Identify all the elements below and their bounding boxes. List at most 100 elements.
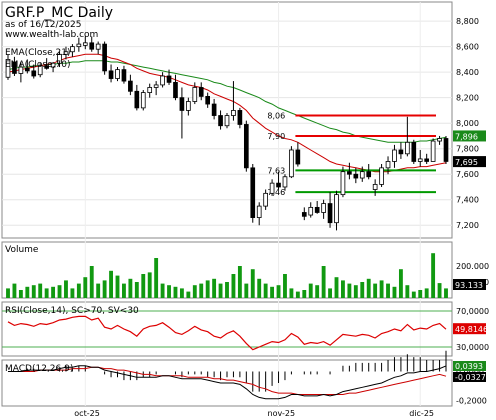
candle-body xyxy=(82,42,88,46)
volume-badge-label: 93.133 xyxy=(455,281,483,290)
price-tick-label: 8,600 xyxy=(456,43,479,52)
candle-body xyxy=(160,75,165,86)
candle-body xyxy=(430,140,436,162)
price-tick-label: 8,400 xyxy=(456,68,479,77)
candle-body xyxy=(250,167,256,218)
candle-body xyxy=(95,43,101,50)
candle-body xyxy=(50,62,56,68)
candle-body xyxy=(295,149,301,165)
volume-bar xyxy=(424,288,429,298)
macd-badge-down xyxy=(453,372,486,382)
candle-body xyxy=(192,87,198,102)
volume-bar xyxy=(192,285,197,298)
candle-body xyxy=(398,149,404,155)
candlestick-series xyxy=(5,36,449,231)
volume-bar xyxy=(373,283,378,298)
volume-bar xyxy=(353,285,358,298)
volume-bar xyxy=(308,283,313,298)
volume-bar xyxy=(366,278,371,298)
volume-bar xyxy=(263,283,268,298)
ema70-line xyxy=(7,60,447,143)
candle-body xyxy=(173,81,178,99)
rsi-badge-label: 49,8146 xyxy=(455,325,488,334)
candle-body xyxy=(44,65,49,69)
volume-bar xyxy=(270,286,275,298)
candle-body xyxy=(224,115,230,127)
volume-bar xyxy=(89,266,94,298)
volume-tick-label: 200.000 xyxy=(456,262,489,271)
volume-bar xyxy=(289,288,294,298)
volume-bar xyxy=(83,277,88,298)
volume-bar xyxy=(237,266,242,298)
candle-body xyxy=(308,206,314,216)
volume-bar xyxy=(386,283,390,298)
candle-body xyxy=(140,92,146,109)
candle-body xyxy=(76,43,82,48)
volume-bar xyxy=(31,285,36,298)
volume-bar xyxy=(160,283,165,298)
candle-body xyxy=(437,138,442,142)
candle-body xyxy=(57,53,62,64)
candle-body xyxy=(411,141,417,162)
volume-bar xyxy=(218,283,223,298)
candle-body xyxy=(37,65,43,76)
candle-body xyxy=(89,42,95,50)
volume-bar xyxy=(141,274,146,298)
price-tick-label: 8,000 xyxy=(456,119,479,128)
volume-bar xyxy=(205,280,210,298)
candle-body xyxy=(359,171,365,179)
volume-bar xyxy=(225,282,229,298)
candle-body xyxy=(70,46,75,53)
volume-bar xyxy=(186,291,191,298)
volume-bar xyxy=(392,286,397,298)
candle-body xyxy=(379,167,384,185)
volume-bar xyxy=(431,253,436,298)
volume-bar xyxy=(173,286,178,298)
volume-bar xyxy=(250,269,255,298)
candle-body xyxy=(321,203,326,213)
candle-body xyxy=(108,70,114,79)
time-tick-label: dic-25 xyxy=(409,409,434,418)
rsi-title: RSI(Close,14), SC>70, SV<30 xyxy=(5,306,139,316)
candle-body xyxy=(256,205,262,218)
macd-badge-up-label: 0,0393 xyxy=(455,362,483,371)
volume-bar xyxy=(437,283,442,298)
volume-bar xyxy=(115,275,120,298)
rsi-series xyxy=(2,310,452,351)
volume-bar xyxy=(212,278,217,298)
volume-bar xyxy=(70,288,75,298)
candle-body xyxy=(121,69,127,82)
volume-bar xyxy=(154,258,159,298)
candle-body xyxy=(282,176,288,188)
candle-body xyxy=(211,103,217,116)
ema70-legend: EMA(Close,70) xyxy=(5,60,70,70)
price-badge xyxy=(453,156,486,168)
candle-body xyxy=(424,158,430,162)
candle-body xyxy=(334,194,339,224)
candle-body xyxy=(102,43,107,72)
candle-body xyxy=(347,171,352,175)
volume-bar xyxy=(109,270,113,298)
ema21-legend: EMA(Close,21) xyxy=(5,48,70,58)
volume-bar xyxy=(6,288,10,298)
support-resistance-levels: 8,06 7,90 7,63 7,46 xyxy=(267,112,436,197)
price-tick-label: 7,600 xyxy=(456,170,479,179)
volume-bar xyxy=(341,280,345,298)
volume-bar xyxy=(379,280,384,298)
volume-bar xyxy=(147,272,152,298)
price-tick-label: 7,200 xyxy=(456,221,479,230)
candle-body xyxy=(301,212,307,217)
candle-body xyxy=(18,66,24,74)
volume-bar xyxy=(38,283,43,298)
volume-bar xyxy=(44,288,49,298)
volume-bar xyxy=(167,285,171,298)
price-badge-label: 7,896 xyxy=(455,132,478,141)
volume-bar xyxy=(102,280,107,298)
candle-body xyxy=(218,115,223,127)
volume-bar xyxy=(398,269,403,298)
candle-body xyxy=(128,80,133,92)
macd-tick-label: -0,2000 xyxy=(456,396,487,405)
volume-badge xyxy=(453,279,486,290)
candle-body xyxy=(31,70,37,77)
